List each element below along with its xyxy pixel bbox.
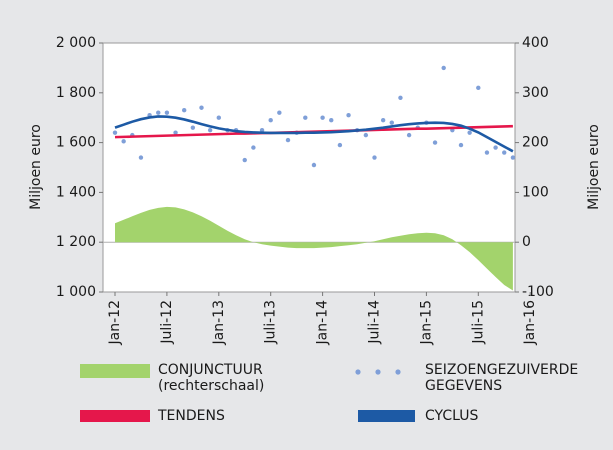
dot xyxy=(190,125,196,130)
dot xyxy=(484,150,490,155)
dot xyxy=(337,142,343,148)
y-tick-label: 1 800 xyxy=(56,85,96,101)
legend-marker xyxy=(395,369,401,375)
y-tick-label: 1 600 xyxy=(56,135,96,151)
dot xyxy=(311,162,317,168)
y-tick-label: 1 200 xyxy=(56,234,96,250)
dot xyxy=(329,117,334,123)
dot xyxy=(268,117,273,123)
dot xyxy=(156,110,161,115)
legend-label: TENDENS xyxy=(158,408,225,424)
x-tick-label: Juli-13 xyxy=(263,300,279,345)
dot xyxy=(303,115,308,120)
dot xyxy=(242,157,247,163)
legend-label: CYCLUS xyxy=(425,408,479,424)
legend-label: CONJUNCTUUR (rechterschaal) xyxy=(158,362,265,394)
dot xyxy=(510,155,516,160)
x-tick-label: Jan-16 xyxy=(522,300,538,346)
y-tick-label: 1 000 xyxy=(56,284,96,300)
y2-axis-title: Miljoen euro xyxy=(586,124,602,210)
dot xyxy=(476,85,481,91)
dot xyxy=(441,65,446,71)
legend-label: SEIZOENGEZUIVERDE GEGEVENS xyxy=(425,362,579,394)
x-tick-label: Juli-12 xyxy=(159,300,175,345)
plot-area xyxy=(102,42,516,293)
y2-tick-label: -100 xyxy=(522,284,554,300)
legend-swatch xyxy=(80,364,150,378)
dot xyxy=(432,140,438,145)
dot xyxy=(398,95,403,100)
x-tick-label: Jan-12 xyxy=(107,300,123,345)
area xyxy=(115,206,513,291)
dot xyxy=(164,110,170,115)
dot xyxy=(173,130,178,135)
y-tick-label: 1 400 xyxy=(56,184,96,200)
dot xyxy=(363,132,369,138)
dot xyxy=(121,139,126,144)
dot xyxy=(259,127,265,133)
dot xyxy=(112,130,118,135)
y2-tick-label: 200 xyxy=(522,135,549,151)
x-tick-label: Jan-15 xyxy=(418,300,434,345)
dot xyxy=(320,115,325,120)
dot xyxy=(467,130,472,135)
dot xyxy=(251,145,256,150)
legend-marker xyxy=(355,369,361,375)
line xyxy=(114,115,514,153)
dot xyxy=(285,137,291,143)
dot xyxy=(138,155,144,160)
dot xyxy=(389,120,394,125)
legend-swatch xyxy=(80,410,150,422)
dot xyxy=(406,132,412,138)
dot xyxy=(502,150,507,155)
y-tick-label: 2 000 xyxy=(56,35,96,51)
dot xyxy=(199,105,204,110)
dot xyxy=(182,108,187,113)
x-tick-label: Jan-13 xyxy=(211,300,227,345)
dot xyxy=(207,127,213,133)
dot xyxy=(216,115,221,120)
x-tick-label: Juli-14 xyxy=(367,300,383,345)
y-axis-title: Miljoen euro xyxy=(28,124,44,210)
dot xyxy=(372,155,377,160)
y2-tick-label: 100 xyxy=(522,184,549,200)
x-tick-label: Juli-15 xyxy=(470,300,486,345)
y2-tick-label: 400 xyxy=(522,35,549,51)
dot xyxy=(493,145,498,150)
legend-marker xyxy=(375,369,381,375)
dot xyxy=(346,113,351,118)
y2-tick-label: 300 xyxy=(522,85,549,101)
dot xyxy=(380,117,386,123)
dot xyxy=(458,142,464,148)
y2-tick-label: 0 xyxy=(522,234,531,250)
x-tick-label: Jan-14 xyxy=(315,300,331,346)
dot xyxy=(277,110,282,115)
legend-swatch xyxy=(358,410,415,422)
